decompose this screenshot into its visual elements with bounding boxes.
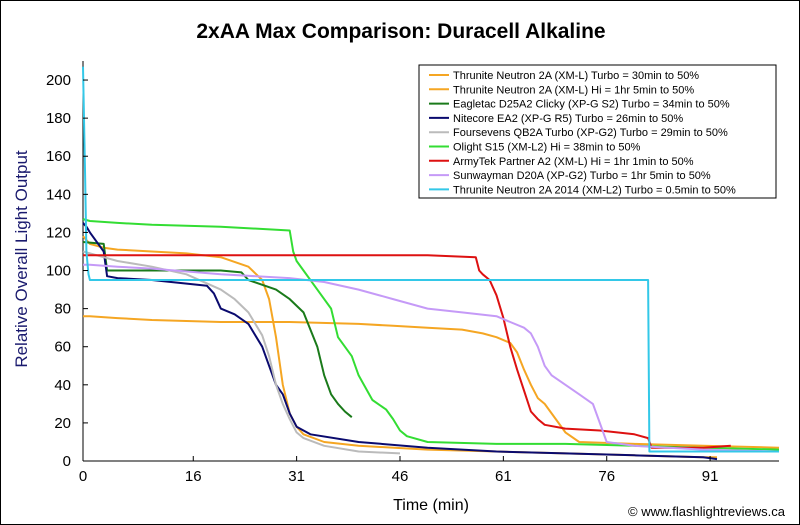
series-line-3 — [82, 241, 353, 418]
x-tick-label: 76 — [598, 468, 615, 485]
series-line-1 — [82, 235, 717, 459]
x-tick-label: 0 — [79, 468, 87, 485]
series-layer — [82, 66, 780, 461]
plot-area: 0 20 40 60 80 100 120 140 160 180 200 0 16 31 46 61 76 9… — [46, 61, 780, 485]
legend-entry: Olight S15 (XM-L2) Hi = 38min to 50% — [453, 142, 641, 154]
legend-entry: Thrunite Neutron 2A 2014 (XM-L2) Turbo =… — [453, 184, 736, 196]
legend-entry: ArmyTek Partner A2 (XM-L) Hi = 1hr 1min … — [453, 156, 694, 168]
x-tick-label: 91 — [702, 468, 719, 485]
x-ticks: 0 16 31 46 61 76 91 — [79, 456, 719, 485]
y-tick-label: 120 — [46, 224, 71, 241]
legend-entry: Nitecore EA2 (XP-G R5) Turbo = 26min to … — [453, 113, 683, 125]
footer-credit: © www.flashlightreviews.ca — [628, 504, 786, 519]
series-line-2 — [83, 315, 780, 449]
y-tick-label: 80 — [54, 301, 71, 318]
x-tick-label: 31 — [288, 468, 305, 485]
y-axis-label: Relative Overall Light Output — [12, 150, 31, 368]
y-ticks: 0 20 40 60 80 100 120 140 160 180 200 — [46, 72, 88, 470]
series-line-8 — [83, 263, 780, 453]
series-line-7 — [83, 254, 731, 449]
legend-entry: Thrunite Neutron 2A (XM-L) Turbo = 30min… — [453, 70, 699, 82]
series-line-9 — [82, 66, 779, 453]
y-tick-label: 160 — [46, 148, 71, 165]
x-tick-label: 61 — [495, 468, 512, 485]
y-tick-label: 60 — [54, 339, 71, 356]
y-tick-label: 140 — [46, 186, 71, 203]
y-tick-label: 40 — [54, 377, 71, 394]
legend: Thrunite Neutron 2A (XM-L) Turbo = 30min… — [418, 64, 777, 199]
legend-entry: Sunwayman D20A (XP-G2) Turbo = 1hr 5min … — [453, 170, 711, 182]
legend-entry: Thrunite Neutron 2A (XM-L) Hi = 1hr 5min… — [453, 84, 694, 96]
y-tick-label: 0 — [63, 453, 71, 470]
x-axis-label: Time (min) — [393, 497, 469, 514]
y-tick-label: 20 — [54, 415, 71, 432]
x-tick-label: 46 — [392, 468, 409, 485]
x-tick-label: 16 — [185, 468, 202, 485]
legend-entry: Eagletac D25A2 Clicky (XP-G S2) Turbo = … — [453, 99, 730, 111]
chart-title: 2xAA Max Comparison: Duracell Alkaline — [196, 20, 605, 43]
series-line-4 — [82, 222, 718, 461]
legend-entry: Foursevens QB2A Turbo (XP-G2) Turbo = 29… — [453, 127, 728, 139]
series-line-5 — [82, 250, 401, 455]
y-tick-label: 180 — [46, 110, 71, 127]
series-line-6 — [82, 218, 780, 451]
y-tick-label: 100 — [46, 263, 71, 280]
y-tick-label: 200 — [46, 72, 71, 89]
legend-box — [418, 64, 777, 199]
legend-items: Thrunite Neutron 2A (XM-L) Turbo = 30min… — [429, 70, 736, 196]
